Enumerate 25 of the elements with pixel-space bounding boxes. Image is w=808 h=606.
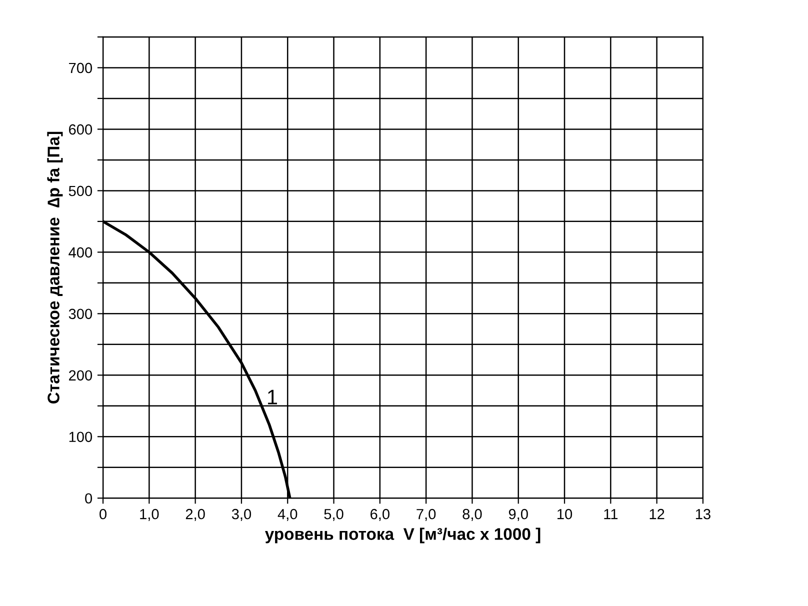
- y-tick-label: 200: [69, 370, 92, 381]
- y-tick-label: 600: [69, 124, 92, 135]
- y-tick-label: 0: [85, 493, 92, 504]
- y-tick-label: 100: [69, 432, 92, 442]
- x-tick-label: 1,0: [140, 508, 159, 521]
- x-tick-label: 3,0: [232, 508, 252, 521]
- x-tick-label: 7,0: [416, 508, 436, 521]
- x-tick-label: 12: [650, 508, 664, 520]
- annotation: 1: [268, 390, 277, 404]
- y-tick-label: 700: [69, 62, 92, 74]
- x-tick-label: 13: [696, 508, 710, 520]
- x-tick-label: 8,0: [462, 508, 482, 521]
- x-tick-label: 5,0: [324, 508, 344, 521]
- y-tick-label: 500: [68, 186, 92, 196]
- x-tick-label: 11: [604, 509, 618, 520]
- x-tick-label: 10: [558, 508, 572, 520]
- x-tick-label: 4,0: [278, 508, 298, 521]
- x-tick-label: 2,0: [186, 508, 205, 521]
- y-tick-label: 300: [68, 308, 92, 320]
- x-tick-label: 6,0: [370, 508, 390, 521]
- x-tick-label: 9,0: [508, 508, 528, 521]
- y-axis-title: Статическое давление ∆p fa [Па]: [47, 132, 63, 404]
- x-tick-label: 0: [100, 508, 107, 520]
- y-tick-label: 400: [68, 247, 92, 258]
- x-axis-title: уровень потока V [м³/час x 1000 ]: [265, 528, 540, 544]
